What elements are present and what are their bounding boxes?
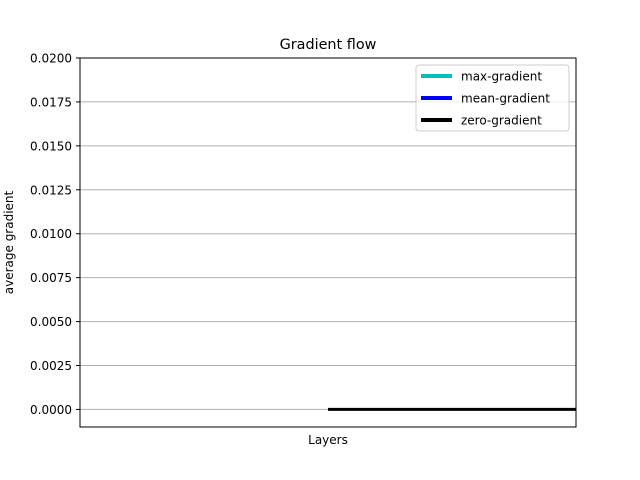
y-tick-label: 0.0000 [30,403,72,417]
y-tick-label: 0.0175 [30,95,72,109]
legend-label-mean-gradient: mean-gradient [461,92,550,106]
legend: max-gradient mean-gradient zero-gradient [415,64,570,132]
y-tick-label: 0.0150 [30,139,72,153]
legend-label-max-gradient: max-gradient [461,70,542,84]
y-tick-label: 0.0200 [30,52,72,66]
legend-label-zero-gradient: zero-gradient [461,114,542,128]
y-axis: 0.0000 0.0025 0.0050 0.0075 0.0100 0.0125 0.01… [30,52,80,417]
y-tick-label: 0.0075 [30,271,72,285]
legend-box [415,64,570,132]
chart-title: Gradient flow [280,37,377,53]
y-tick-label: 0.0025 [30,359,72,373]
y-axis-label: average gradient [2,190,16,294]
y-tick-label: 0.0100 [30,227,72,241]
y-tick-label: 0.0125 [30,183,72,197]
y-tick-label: 0.0050 [30,315,72,329]
x-axis-label: Layers [308,433,348,447]
plot-frame [79,57,577,428]
